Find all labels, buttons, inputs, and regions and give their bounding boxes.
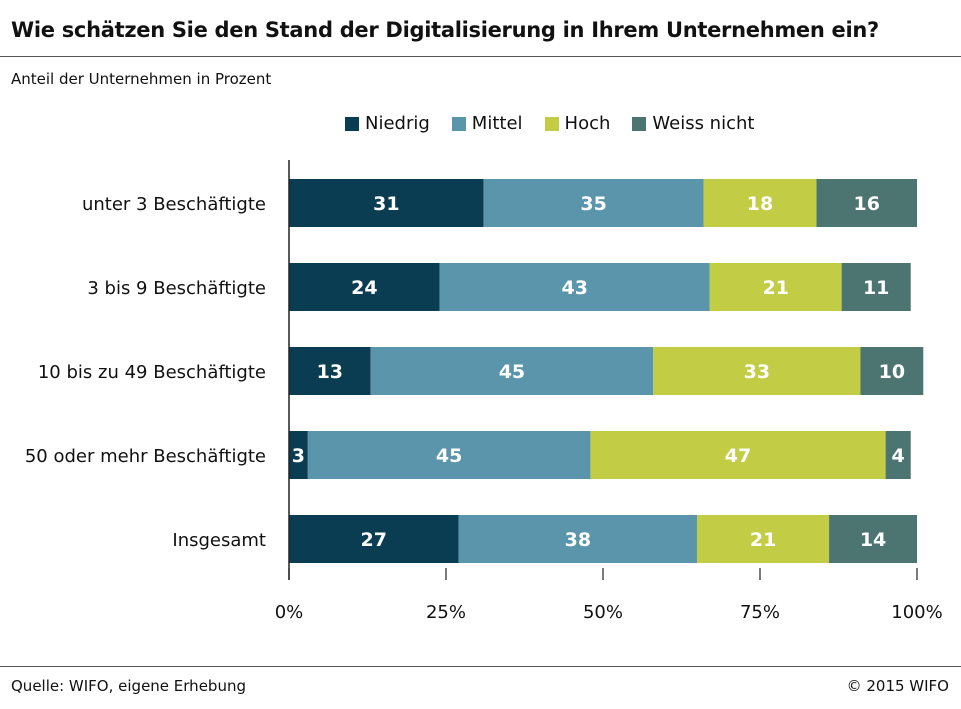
category-label-4: 50 oder mehr Beschäftigte bbox=[25, 446, 266, 467]
bar-label-mittel-5: 38 bbox=[565, 529, 591, 551]
bar-weiss-nicht-5 bbox=[829, 515, 917, 563]
bar-mittel-2 bbox=[439, 263, 710, 311]
legend-item-weiss-nicht: Weiss nicht bbox=[632, 113, 754, 134]
bar-label-weiss-nicht-4: 4 bbox=[892, 445, 905, 467]
bar-weiss-nicht-2 bbox=[841, 263, 911, 311]
bar-label-mittel-4: 45 bbox=[436, 445, 462, 467]
legend-label-mittel: Mittel bbox=[471, 113, 523, 134]
bar-label-niedrig-5: 27 bbox=[361, 529, 387, 551]
legend-swatch-hoch bbox=[544, 116, 559, 131]
bar-niedrig-2 bbox=[289, 263, 440, 311]
bar-niedrig-5 bbox=[289, 515, 459, 563]
bar-label-weiss-nicht-5: 14 bbox=[860, 529, 886, 551]
x-tick-label-1: 0% bbox=[275, 602, 304, 623]
bar-mittel-1 bbox=[483, 179, 704, 227]
bar-label-mittel-2: 43 bbox=[562, 277, 588, 299]
bar-niedrig-4 bbox=[289, 431, 308, 479]
bar-mittel-4 bbox=[307, 431, 591, 479]
chart-subtitle: Anteil der Unternehmen in Prozent bbox=[11, 70, 272, 88]
x-tick-label-2: 25% bbox=[426, 602, 466, 623]
bar-label-hoch-2: 21 bbox=[762, 277, 788, 299]
legend-swatch-niedrig bbox=[345, 116, 359, 131]
bar-label-niedrig-4: 3 bbox=[292, 445, 305, 467]
title-divider bbox=[0, 56, 961, 57]
legend-label-hoch: Hoch bbox=[564, 113, 611, 134]
bar-label-weiss-nicht-2: 11 bbox=[863, 277, 889, 299]
bar-label-mittel-1: 35 bbox=[580, 193, 606, 215]
source-note: Quelle: WIFO, eigene Erhebung bbox=[11, 677, 246, 695]
bar-mittel-5 bbox=[458, 515, 698, 563]
bar-mittel-3 bbox=[370, 347, 654, 395]
bar-label-hoch-3: 33 bbox=[744, 361, 770, 383]
bar-label-hoch-5: 21 bbox=[750, 529, 776, 551]
legend-item-hoch: Hoch bbox=[544, 113, 611, 134]
bar-weiss-nicht-1 bbox=[816, 179, 917, 227]
bar-hoch-1 bbox=[703, 179, 817, 227]
category-label-2: 3 bis 9 Beschäftigte bbox=[87, 278, 266, 299]
legend-item-mittel: Mittel bbox=[451, 113, 523, 134]
bar-weiss-nicht-4 bbox=[885, 431, 911, 479]
footer-divider bbox=[0, 666, 961, 667]
bar-label-niedrig-3: 13 bbox=[317, 361, 343, 383]
bar-weiss-nicht-3 bbox=[860, 347, 924, 395]
legend-label-niedrig: Niedrig bbox=[365, 113, 430, 134]
legend: Niedrig Mittel Hoch Weiss nicht bbox=[345, 113, 776, 134]
bar-label-niedrig-2: 24 bbox=[351, 277, 377, 299]
legend-item-niedrig: Niedrig bbox=[345, 113, 430, 134]
x-tick-label-4: 75% bbox=[740, 602, 780, 623]
bar-hoch-3 bbox=[653, 347, 861, 395]
bar-label-hoch-1: 18 bbox=[747, 193, 773, 215]
bar-label-hoch-4: 47 bbox=[725, 445, 751, 467]
bar-label-weiss-nicht-3: 10 bbox=[879, 361, 905, 383]
legend-label-weiss-nicht: Weiss nicht bbox=[652, 113, 755, 134]
copyright-note: © 2015 WIFO bbox=[846, 677, 949, 695]
bar-label-weiss-nicht-1: 16 bbox=[854, 193, 880, 215]
bar-niedrig-1 bbox=[289, 179, 484, 227]
bar-hoch-5 bbox=[697, 515, 830, 563]
bar-hoch-4 bbox=[590, 431, 886, 479]
bar-label-mittel-3: 45 bbox=[499, 361, 525, 383]
chart-title: Wie schätzen Sie den Stand der Digitalis… bbox=[11, 18, 879, 42]
category-label-1: unter 3 Beschäftigte bbox=[82, 194, 266, 215]
category-label-5: Insgesamt bbox=[172, 530, 266, 551]
bar-label-niedrig-1: 31 bbox=[373, 193, 399, 215]
legend-swatch-mittel bbox=[451, 116, 466, 131]
bar-hoch-2 bbox=[709, 263, 842, 311]
legend-swatch-weiss-nicht bbox=[632, 116, 647, 131]
x-tick-label-5: 100% bbox=[891, 602, 942, 623]
category-label-3: 10 bis zu 49 Beschäftigte bbox=[38, 362, 266, 383]
x-tick-label-3: 50% bbox=[583, 602, 623, 623]
bar-niedrig-3 bbox=[289, 347, 371, 395]
